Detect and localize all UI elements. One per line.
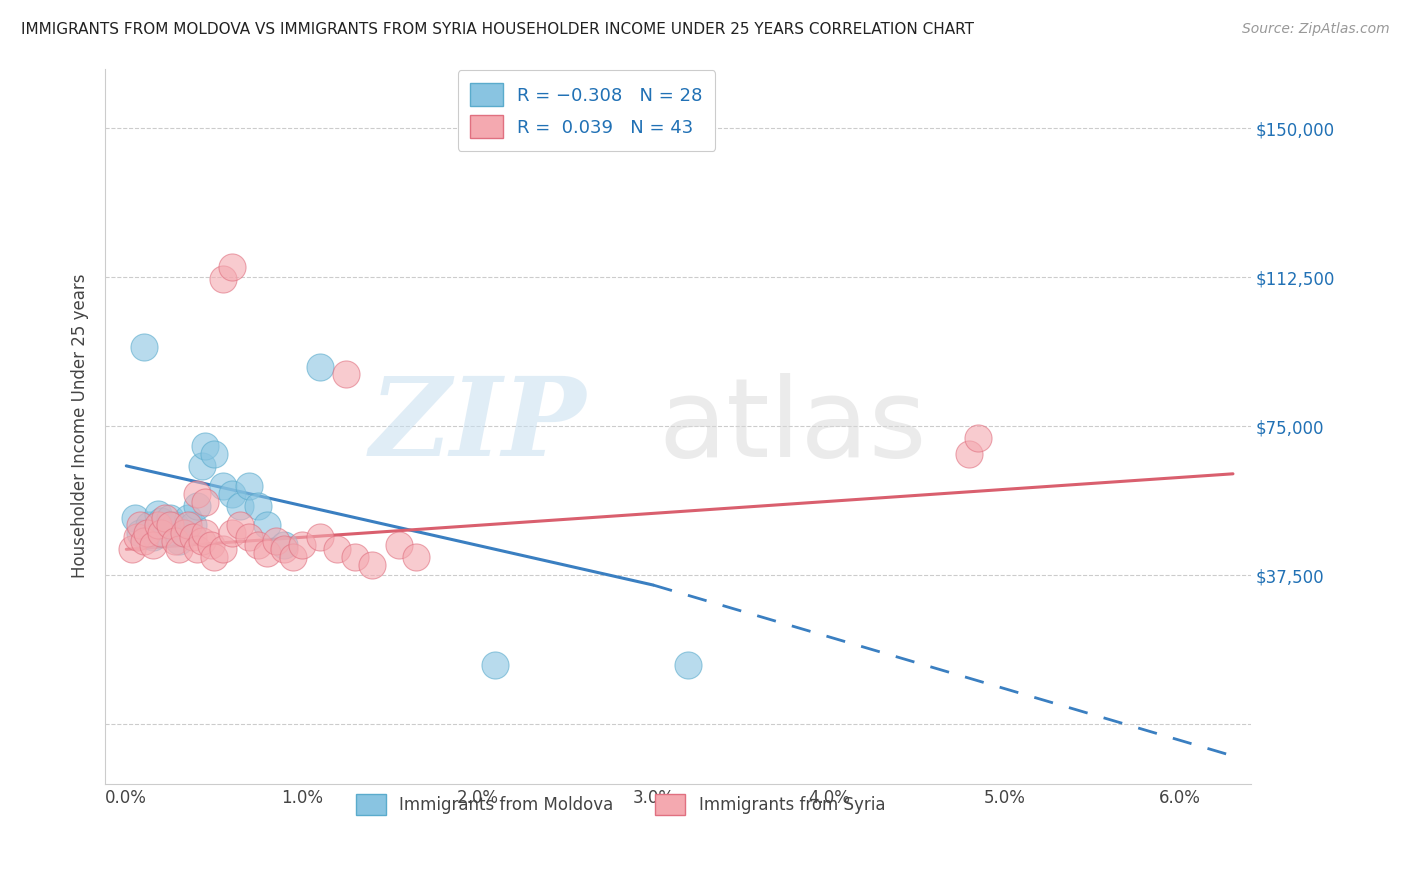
Legend: Immigrants from Moldova, Immigrants from Syria: Immigrants from Moldova, Immigrants from… (346, 784, 896, 825)
Point (291, 538, 314, 552)
Point (191, 458, 214, 473)
Point (153, 510, 176, 524)
Point (136, 526, 159, 541)
Point (129, 518, 152, 533)
Point (142, 530, 165, 544)
Point (121, 542, 143, 557)
Point (247, 499, 270, 513)
Point (146, 518, 169, 533)
Point (273, 538, 295, 552)
Point (200, 538, 222, 552)
Point (132, 340, 155, 354)
Point (194, 439, 217, 453)
Point (150, 515, 173, 529)
Point (229, 499, 252, 513)
Point (186, 542, 208, 557)
Point (173, 526, 195, 541)
Text: ZIP: ZIP (370, 372, 586, 480)
Point (159, 510, 181, 524)
Point (124, 510, 146, 524)
Point (247, 538, 270, 552)
Point (387, 538, 409, 552)
Point (221, 486, 243, 500)
Point (173, 526, 195, 541)
Point (177, 518, 200, 533)
Point (273, 542, 295, 557)
Point (167, 534, 190, 549)
Point (484, 657, 506, 672)
Point (202, 447, 225, 461)
Point (132, 534, 155, 549)
Point (256, 546, 278, 560)
Point (177, 510, 200, 524)
Point (181, 518, 204, 533)
Point (167, 542, 190, 557)
Point (186, 486, 208, 500)
Point (361, 558, 384, 573)
Y-axis label: Householder Income Under 25 years: Householder Income Under 25 years (72, 274, 89, 578)
Point (283, 550, 305, 565)
Point (146, 507, 169, 521)
Point (165, 518, 187, 533)
Point (264, 534, 287, 549)
Point (181, 530, 204, 544)
Point (194, 494, 217, 508)
Point (194, 526, 217, 541)
Point (405, 550, 427, 565)
Point (238, 530, 260, 544)
Point (212, 272, 235, 286)
Point (159, 518, 181, 533)
Point (308, 530, 330, 544)
Point (142, 538, 165, 552)
Point (238, 479, 260, 493)
Point (678, 657, 700, 672)
Point (326, 542, 349, 557)
Point (202, 550, 225, 565)
Point (125, 530, 148, 544)
Point (165, 534, 187, 549)
Point (343, 550, 366, 565)
Point (959, 447, 981, 461)
Point (153, 526, 176, 541)
Point (256, 518, 278, 533)
Point (221, 260, 243, 275)
Point (138, 518, 160, 533)
Point (212, 542, 235, 557)
Point (229, 518, 252, 533)
Text: IMMIGRANTS FROM MOLDOVA VS IMMIGRANTS FROM SYRIA HOUSEHOLDER INCOME UNDER 25 YEA: IMMIGRANTS FROM MOLDOVA VS IMMIGRANTS FR… (21, 22, 974, 37)
Text: Source: ZipAtlas.com: Source: ZipAtlas.com (1241, 22, 1389, 37)
Point (221, 526, 243, 541)
Point (150, 526, 173, 541)
Point (335, 368, 357, 382)
Text: atlas: atlas (658, 373, 927, 480)
Point (186, 499, 208, 513)
Point (212, 479, 235, 493)
Point (308, 359, 330, 374)
Point (191, 534, 214, 549)
Point (129, 526, 152, 541)
Point (967, 431, 990, 445)
